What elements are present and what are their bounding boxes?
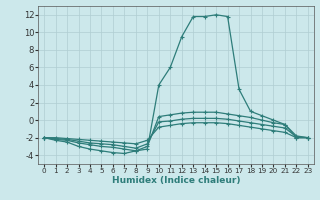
X-axis label: Humidex (Indice chaleur): Humidex (Indice chaleur) xyxy=(112,176,240,185)
